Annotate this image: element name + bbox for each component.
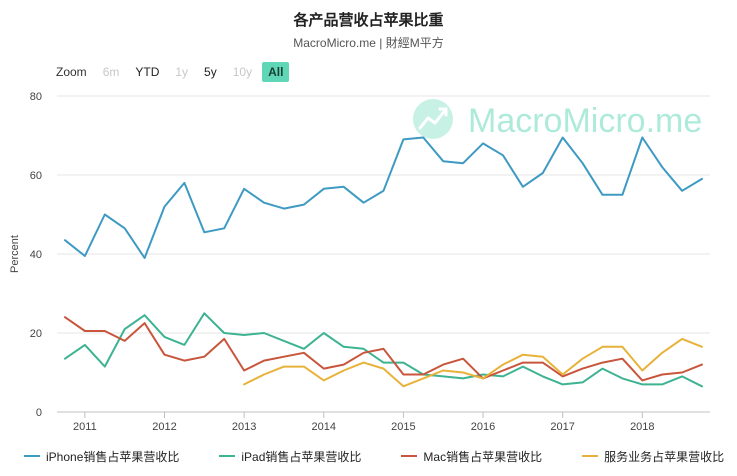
watermark: MacroMicro.me — [413, 99, 702, 140]
legend-item-iphone[interactable]: iPhone销售占苹果营收比 — [24, 448, 179, 465]
zoom-all-button[interactable]: All — [262, 62, 290, 82]
zoom-1y-button[interactable]: 1y — [175, 65, 189, 79]
zoom-ytd-button[interactable]: YTD — [135, 65, 160, 79]
x-tick-label: 2018 — [630, 421, 654, 433]
legend-label: 服务业务占苹果营收比 — [604, 449, 725, 464]
series-lines — [64, 136, 703, 388]
legend-item-mac[interactable]: Mac销售占苹果营收比 — [401, 448, 542, 465]
y-axis: 0 20 40 60 80 — [30, 91, 42, 419]
zoom-5y-button[interactable]: 5y — [204, 65, 217, 79]
chart-title: 各产品营收占苹果比重 — [293, 12, 444, 29]
series-line-iphone[interactable] — [64, 136, 703, 259]
legend-label: iPhone销售占苹果营收比 — [46, 449, 180, 464]
x-tick-label: 2014 — [312, 421, 336, 433]
chart-trend-icon — [413, 99, 453, 139]
zoom-10y-button[interactable]: 10y — [232, 65, 253, 79]
legend-item-services[interactable]: 服务业务占苹果营收比 — [582, 448, 724, 465]
x-axis: 2011 2012 2013 2014 2015 2016 2017 2018 — [73, 412, 655, 433]
legend: iPhone销售占苹果营收比 iPad销售占苹果营收比 Mac销售占苹果营收比 … — [14, 444, 734, 468]
x-tick-label: 2013 — [232, 421, 256, 433]
y-tick-label: 20 — [30, 328, 42, 340]
legend-label: iPad销售占苹果营收比 — [241, 449, 362, 464]
series-line-services[interactable] — [243, 337, 703, 388]
x-tick-label: 2015 — [391, 421, 415, 433]
watermark-text: MacroMicro.me — [468, 102, 702, 140]
y-axis-label: Percent — [9, 235, 21, 273]
x-tick-label: 2011 — [73, 421, 97, 433]
zoom-label: Zoom — [56, 65, 87, 79]
y-tick-label: 60 — [30, 170, 42, 182]
zoom-controls: Zoom 6m YTD 1y 5y 10y All — [56, 62, 293, 82]
x-tick-label: 2012 — [152, 421, 176, 433]
legend-swatch — [24, 455, 40, 457]
legend-item-ipad[interactable]: iPad销售占苹果营收比 — [219, 448, 361, 465]
legend-label: Mac销售占苹果营收比 — [423, 449, 543, 464]
zoom-6m-button[interactable]: 6m — [102, 65, 120, 79]
series-line-ipad[interactable] — [64, 312, 703, 388]
y-tick-label: 40 — [30, 249, 42, 261]
legend-swatch — [582, 455, 599, 457]
x-tick-label: 2016 — [471, 421, 495, 433]
legend-swatch — [401, 455, 418, 457]
x-tick-label: 2017 — [550, 421, 574, 433]
chart-subtitle: MacroMicro.me | 財經M平方 — [293, 36, 444, 50]
y-tick-label: 80 — [30, 91, 42, 103]
y-tick-label: 0 — [36, 407, 42, 419]
grid-lines — [57, 95, 710, 413]
legend-swatch — [219, 455, 236, 457]
series-line-mac[interactable] — [64, 316, 703, 382]
